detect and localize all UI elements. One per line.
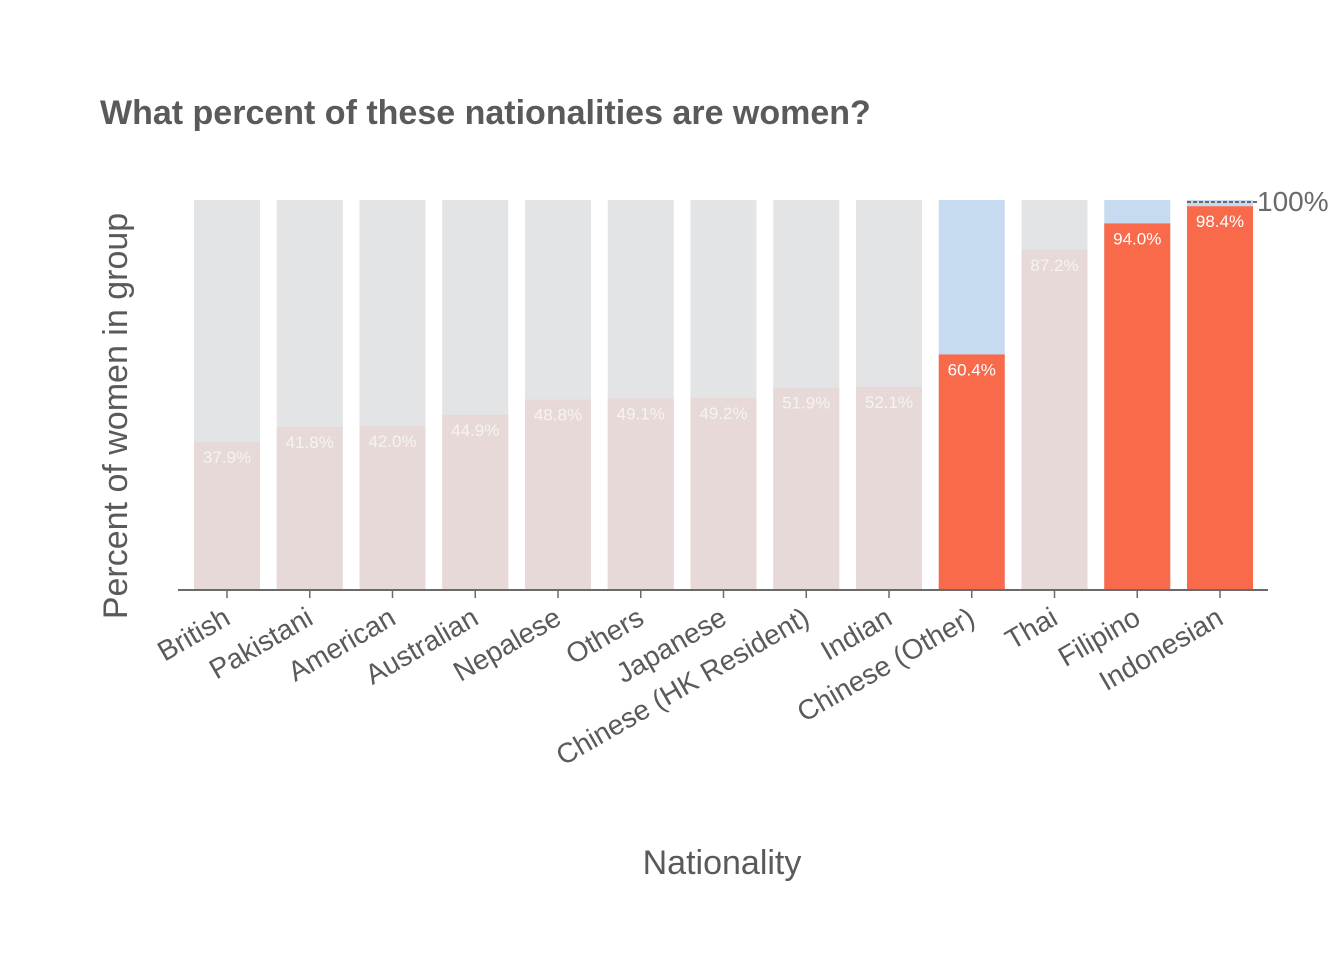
data-label-filipino: 94.0% (1113, 229, 1161, 248)
bar-thai (1021, 249, 1088, 591)
x-axis: BritishPakistaniAmericanAustralianNepale… (152, 589, 1268, 771)
bar-nepalese (525, 399, 591, 590)
y-axis-title: Percent of women in group (97, 213, 135, 619)
data-label-japanese: 49.2% (699, 404, 747, 423)
reference-label: 100% (1257, 186, 1329, 217)
data-label-british: 37.9% (203, 448, 251, 467)
bar-australian (442, 414, 509, 590)
data-label-indonesian: 98.4% (1196, 212, 1244, 231)
data-label-australian: 44.9% (451, 421, 499, 440)
bar-indian (856, 386, 922, 590)
bar-chinese-other (938, 354, 1005, 590)
bar-indonesian (1187, 206, 1253, 591)
bar-pakistani (276, 426, 343, 590)
x-axis-title: Nationality (643, 844, 802, 882)
data-labels-layer: 37.9% 41.8% 42.0% 44.9% 48.8% 49.1% 49.2% 51.9%… (203, 212, 1244, 467)
data-label-indian: 52.1% (865, 393, 913, 412)
data-label-nepalese: 48.8% (534, 406, 582, 425)
bar-filipino (1104, 223, 1171, 590)
bar-japanese (690, 398, 757, 590)
data-label-american: 42.0% (368, 432, 416, 451)
bar-chinese-hk-resident (773, 387, 840, 590)
data-label-others: 49.1% (617, 405, 665, 424)
bar-american (359, 426, 426, 590)
data-label-pakistani: 41.8% (286, 433, 334, 452)
data-label-chinese-other: 60.4% (948, 360, 996, 379)
reference-layer: 100% (1187, 186, 1329, 217)
bar-others (607, 398, 674, 590)
data-label-chinese-hk-resident: 51.9% (782, 394, 830, 413)
bar-british (194, 442, 260, 590)
data-label-thai: 87.2% (1030, 256, 1078, 275)
chart-title: What percent of these nationalities are … (100, 94, 871, 132)
bars-layer (194, 200, 1253, 591)
